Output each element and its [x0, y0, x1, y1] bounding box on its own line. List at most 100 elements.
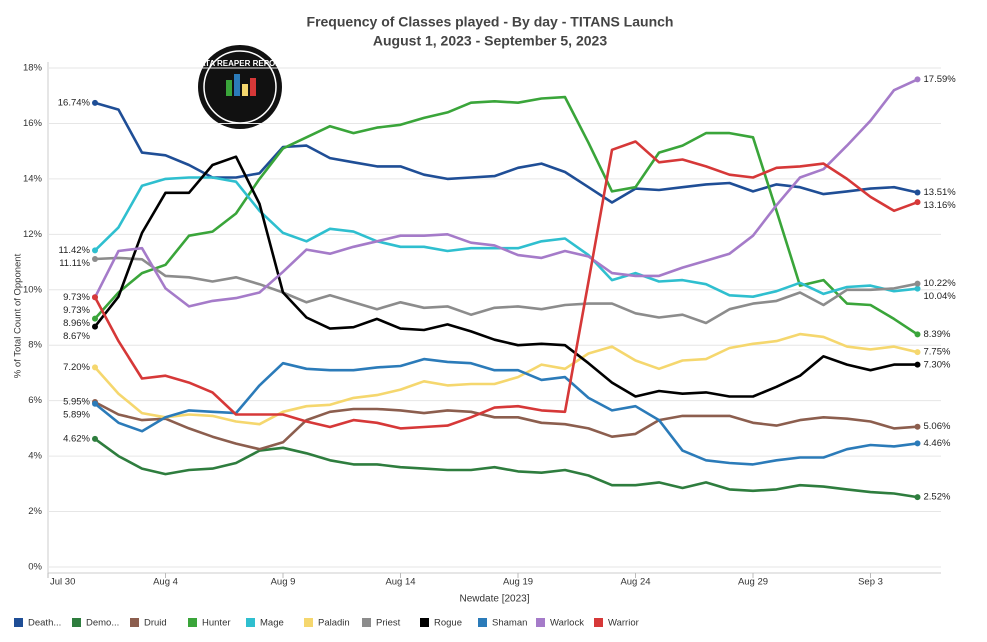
value-label: 8.39% [924, 329, 951, 340]
series [92, 332, 921, 426]
value-label: 16.74% [58, 97, 91, 108]
legend-swatch [362, 618, 371, 627]
chart-title: Frequency of Classes played - By day - T… [307, 14, 674, 30]
point [92, 294, 98, 301]
x-tick-label: Jul 30 [50, 577, 75, 588]
point [92, 323, 98, 330]
line [94, 357, 918, 466]
logo: DATA REAPER REPORT [194, 45, 286, 129]
logo-bar [242, 84, 248, 96]
y-tick-label: 2% [28, 506, 42, 517]
logo-bar [250, 78, 256, 96]
point [92, 364, 98, 371]
value-label: 8.67% [63, 331, 90, 342]
series [92, 99, 921, 204]
value-label: 2.52% [924, 492, 951, 503]
value-label: 7.75% [924, 347, 951, 358]
point [914, 361, 921, 368]
series [92, 435, 921, 501]
point [914, 423, 921, 430]
logo-bar [234, 74, 240, 96]
value-label: 9.73% [63, 292, 90, 303]
value-label: 5.06% [924, 421, 951, 432]
series [92, 155, 921, 398]
legend-label: Rogue [434, 618, 462, 629]
x-tick-label: Sep 3 [858, 577, 883, 588]
line [93, 155, 918, 398]
point [92, 247, 98, 254]
y-tick-label: 14% [23, 173, 43, 184]
series [92, 140, 921, 430]
legend-label: Mage [260, 618, 284, 629]
y-axis-label: % of Total Count of Opponent [13, 253, 24, 378]
logo-bar [226, 80, 232, 96]
y-tick-label: 18% [23, 63, 43, 74]
line [94, 437, 918, 499]
value-label: 17.59% [924, 74, 957, 85]
legend-label: Death... [28, 618, 61, 629]
point [914, 494, 921, 501]
series [92, 176, 921, 298]
value-label: 7.30% [924, 360, 951, 371]
legend-swatch [72, 618, 81, 627]
value-label: 8.96% [63, 318, 90, 329]
point [92, 400, 98, 407]
y-tick-label: 8% [28, 340, 42, 351]
point [914, 189, 921, 196]
legend-label: Warrior [608, 618, 639, 629]
y-tick-label: 6% [28, 395, 42, 406]
point [914, 280, 921, 287]
line [94, 95, 919, 336]
legend-label: Druid [144, 618, 167, 629]
x-axis-label: Newdate [2023] [459, 594, 529, 605]
legend-label: Paladin [318, 618, 350, 629]
legend-swatch [594, 618, 603, 627]
series [92, 256, 921, 325]
value-label: 7.20% [63, 362, 90, 373]
line [93, 140, 918, 430]
x-tick-label: Aug 19 [503, 577, 533, 588]
legend-swatch [478, 618, 487, 627]
line [94, 176, 918, 298]
y-tick-label: 10% [23, 284, 43, 295]
value-label: 4.62% [63, 433, 90, 444]
legend-label: Hunter [202, 618, 231, 629]
legend-swatch [246, 618, 255, 627]
value-label: 11.42% [58, 245, 90, 256]
point [92, 315, 98, 322]
series [92, 357, 921, 466]
point [92, 99, 98, 106]
legend-swatch [536, 618, 545, 627]
logo-text: DATA REAPER REPORT [194, 59, 286, 68]
y-tick-label: 12% [23, 229, 43, 240]
point [914, 349, 921, 356]
x-tick-label: Aug 29 [738, 577, 768, 588]
legend-swatch [188, 618, 197, 627]
legend-label: Shaman [492, 618, 527, 629]
legend-label: Demo... [86, 618, 119, 629]
line [94, 400, 918, 451]
value-label: 4.46% [924, 438, 951, 449]
x-tick-label: Aug 4 [153, 577, 178, 588]
point [914, 285, 921, 292]
series [92, 95, 921, 338]
point [914, 440, 921, 447]
x-tick-label: Aug 9 [271, 577, 296, 588]
value-label: 11.11% [59, 258, 90, 269]
legend-swatch [420, 618, 429, 627]
chart-subtitle: August 1, 2023 - September 5, 2023 [373, 33, 607, 49]
value-label: 10.04% [924, 291, 957, 302]
y-tick-label: 16% [23, 118, 43, 129]
x-tick-label: Aug 14 [385, 577, 415, 588]
point [914, 76, 921, 83]
legend-swatch [14, 618, 23, 627]
point [914, 199, 921, 206]
line [94, 256, 918, 325]
value-label: 13.51% [924, 187, 957, 198]
value-label: 9.73% [63, 305, 90, 316]
x-tick-label: Aug 24 [620, 577, 650, 588]
legend-label: Priest [376, 618, 401, 629]
value-label: 10.22% [924, 278, 957, 289]
line [93, 78, 919, 308]
value-label: 5.89% [63, 410, 90, 421]
